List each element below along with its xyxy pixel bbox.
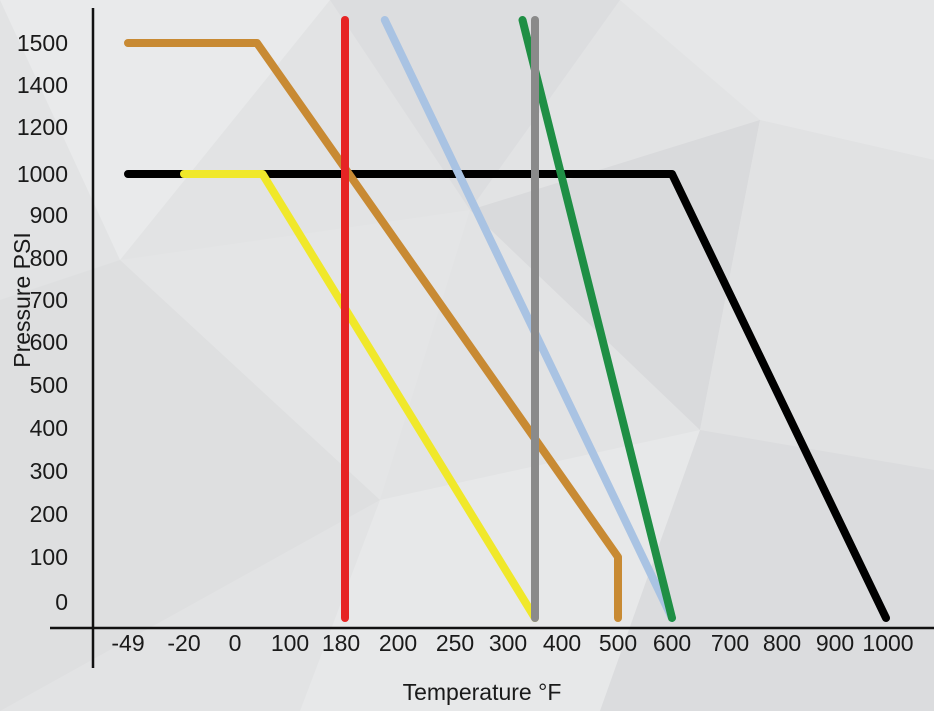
series-line [124, 39, 622, 622]
x-tick-label: -49 [111, 630, 144, 656]
y-tick-label: 700 [30, 287, 68, 313]
y-tick-label: 100 [30, 544, 68, 570]
y-axis-ticks: 0 100 200 300 400 500 600 700 800 900 1000 1200 1400… [17, 30, 68, 615]
y-tick-label: 1400 [17, 72, 68, 98]
y-tick-label: 300 [30, 458, 68, 484]
x-tick-label: 250 [436, 630, 474, 656]
series-line [380, 16, 676, 622]
series-line [124, 170, 890, 622]
y-tick-label: 200 [30, 501, 68, 527]
x-tick-label: -20 [167, 630, 200, 656]
series-group [124, 16, 890, 622]
x-tick-label: 600 [653, 630, 691, 656]
y-tick-label: 1000 [17, 161, 68, 187]
y-tick-label: 600 [30, 329, 68, 355]
x-tick-label: 700 [711, 630, 749, 656]
series-line [180, 170, 539, 622]
x-tick-label: 200 [379, 630, 417, 656]
y-tick-label: 800 [30, 245, 68, 271]
x-tick-label: 100 [271, 630, 309, 656]
y-tick-label: 1500 [17, 30, 68, 56]
x-tick-label: 900 [816, 630, 854, 656]
y-axis-label: Pressure PSI [9, 232, 35, 368]
x-tick-label: 180 [322, 630, 360, 656]
y-tick-label: 900 [30, 202, 68, 228]
x-tick-label: 500 [599, 630, 637, 656]
x-tick-label: 400 [543, 630, 581, 656]
y-tick-label: 0 [55, 589, 68, 615]
y-tick-label: 1200 [17, 114, 68, 140]
series-line [518, 16, 676, 622]
x-tick-label: 800 [763, 630, 801, 656]
x-tick-label: 0 [229, 630, 242, 656]
y-tick-label: 500 [30, 372, 68, 398]
axes [50, 8, 934, 668]
y-tick-label: 400 [30, 415, 68, 441]
x-axis-label: Temperature °F [403, 679, 562, 705]
x-tick-label: 300 [489, 630, 527, 656]
x-tick-label: 1000 [862, 630, 913, 656]
x-axis-ticks: -49 -20 0 100 180 200 250 300 400 500 600 700 800 900… [111, 630, 913, 656]
